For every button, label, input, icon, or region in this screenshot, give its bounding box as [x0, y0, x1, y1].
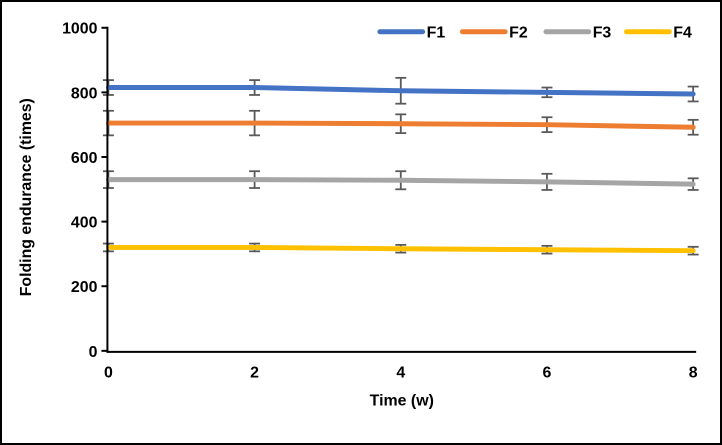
x-tick-label: 6 — [543, 365, 552, 382]
x-tick-label: 4 — [396, 365, 405, 382]
axes-layer: 0 200 400 600 800 1000 0 2 4 6 8 — [62, 21, 698, 382]
series-lines-layer — [105, 85, 696, 254]
legend: F1 F2 F3 F4 — [377, 25, 692, 42]
y-tick-label: 400 — [71, 215, 98, 232]
legend-label-f3: F3 — [593, 25, 612, 42]
x-tick-label: 0 — [104, 365, 113, 382]
y-tick-label: 800 — [71, 85, 98, 102]
series-line-f1 — [105, 85, 696, 97]
y-axis-title: Folding endurance (times) — [18, 98, 35, 296]
series-line-f2 — [105, 120, 696, 130]
legend-label-f2: F2 — [509, 25, 528, 42]
x-tick-label: 8 — [689, 365, 698, 382]
x-tick-label: 2 — [250, 365, 259, 382]
legend-label-f4: F4 — [673, 25, 692, 42]
legend-item-f1: F1 — [377, 25, 446, 42]
y-tick-label: 0 — [89, 344, 98, 361]
legend-item-f4: F4 — [624, 25, 692, 42]
error-bars-layer — [102, 76, 699, 256]
x-axis-title: Time (w) — [370, 392, 434, 409]
series-line-f3 — [105, 177, 696, 187]
legend-label-f1: F1 — [427, 25, 446, 42]
y-tick-label: 1000 — [62, 21, 98, 38]
legend-item-f3: F3 — [543, 25, 612, 42]
series-line-f4 — [105, 244, 696, 254]
y-tick-label: 600 — [71, 150, 98, 167]
y-tick-label: 200 — [71, 279, 98, 296]
legend-item-f2: F2 — [459, 25, 528, 42]
